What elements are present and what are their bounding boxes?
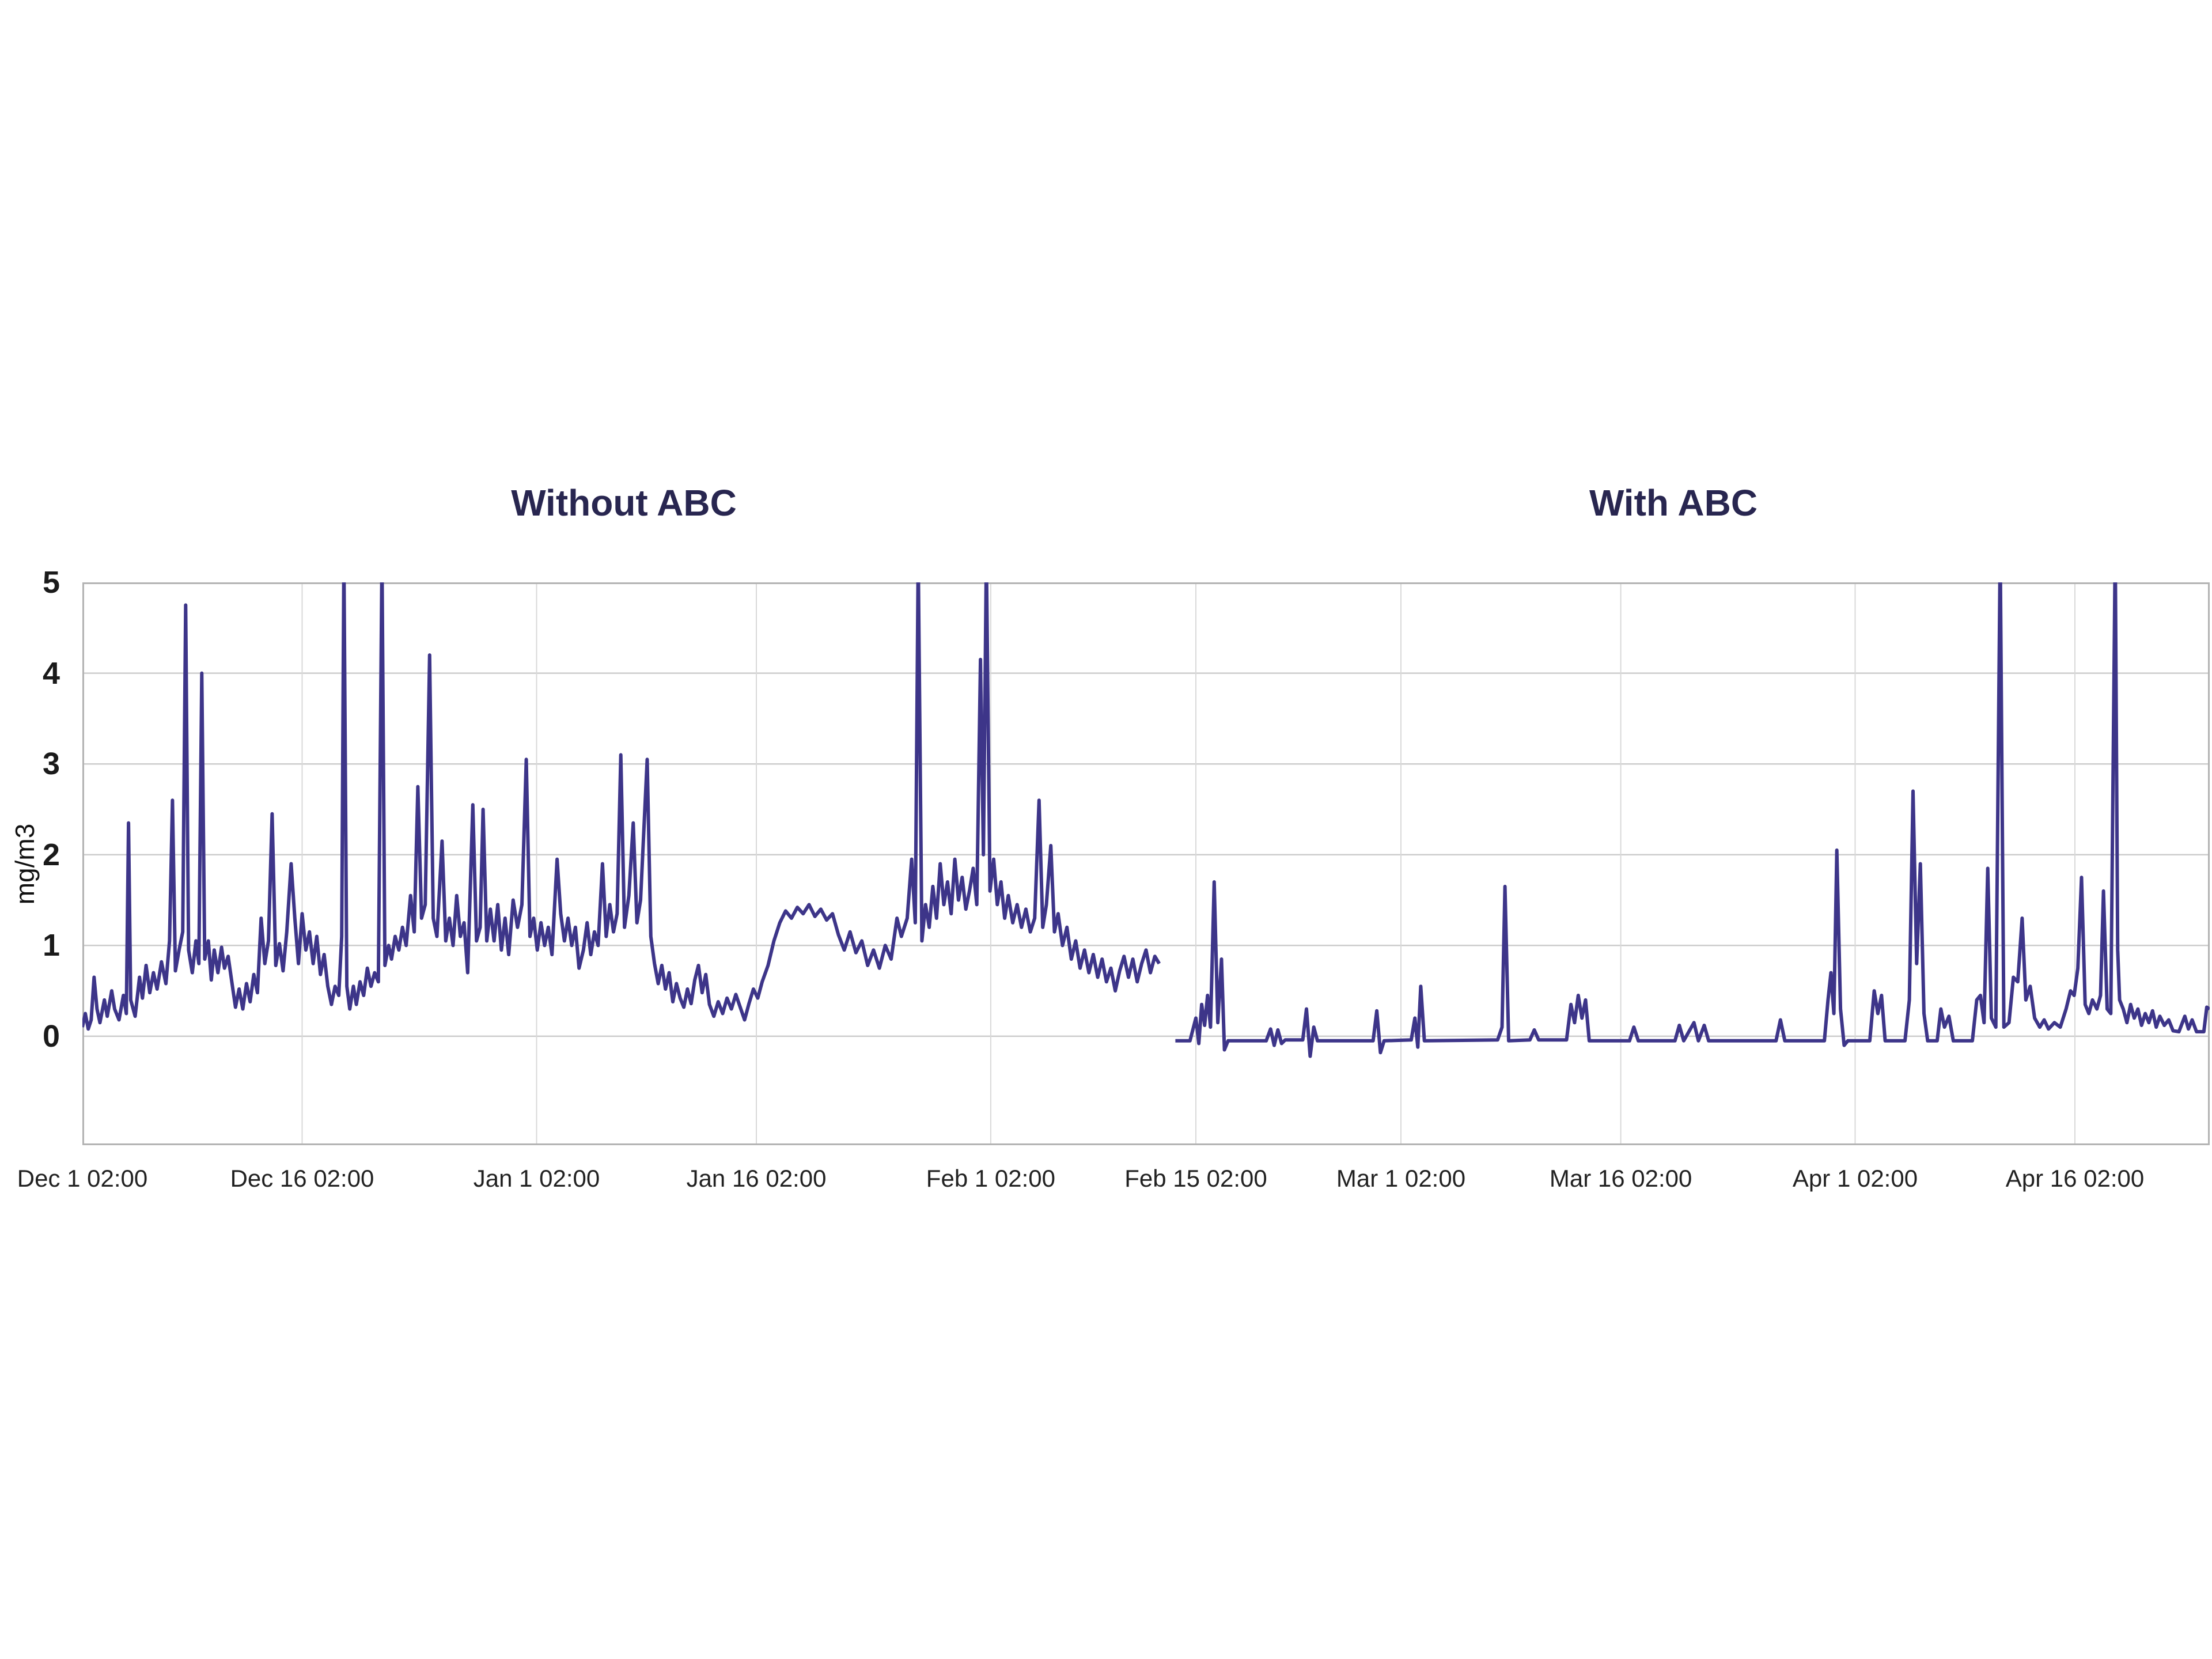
- y-tick-label: 4: [42, 656, 60, 691]
- series-line-with-abc: [1175, 582, 2210, 1058]
- y-tick-label: 3: [42, 747, 60, 782]
- x-tick-label: Apr 1 02:00: [1792, 1165, 1918, 1192]
- right-chart-title: With ABC: [1589, 482, 1758, 524]
- x-tick-label: Mar 16 02:00: [1549, 1165, 1692, 1192]
- x-tick-label: Feb 1 02:00: [926, 1165, 1055, 1192]
- x-tick-label: Apr 16 02:00: [2005, 1165, 2145, 1192]
- y-tick-label: 5: [42, 565, 60, 600]
- x-tick-label: Jan 1 02:00: [473, 1165, 600, 1192]
- y-tick-label: 0: [42, 1018, 60, 1054]
- series-line-without-abc: [82, 582, 1161, 1031]
- x-tick-label: Dec 1 02:00: [17, 1165, 148, 1192]
- plot-frame: [82, 582, 2210, 1145]
- x-tick-label: Mar 1 02:00: [1336, 1165, 1466, 1192]
- plot-area: [82, 582, 2210, 1145]
- x-tick-label: Jan 16 02:00: [686, 1165, 827, 1192]
- left-chart-title: Without ABC: [511, 482, 737, 524]
- y-tick-label: 2: [42, 837, 60, 872]
- x-tick-label: Feb 15 02:00: [1124, 1165, 1267, 1192]
- x-tick-label: Dec 16 02:00: [230, 1165, 374, 1192]
- y-tick-label: 1: [42, 928, 60, 963]
